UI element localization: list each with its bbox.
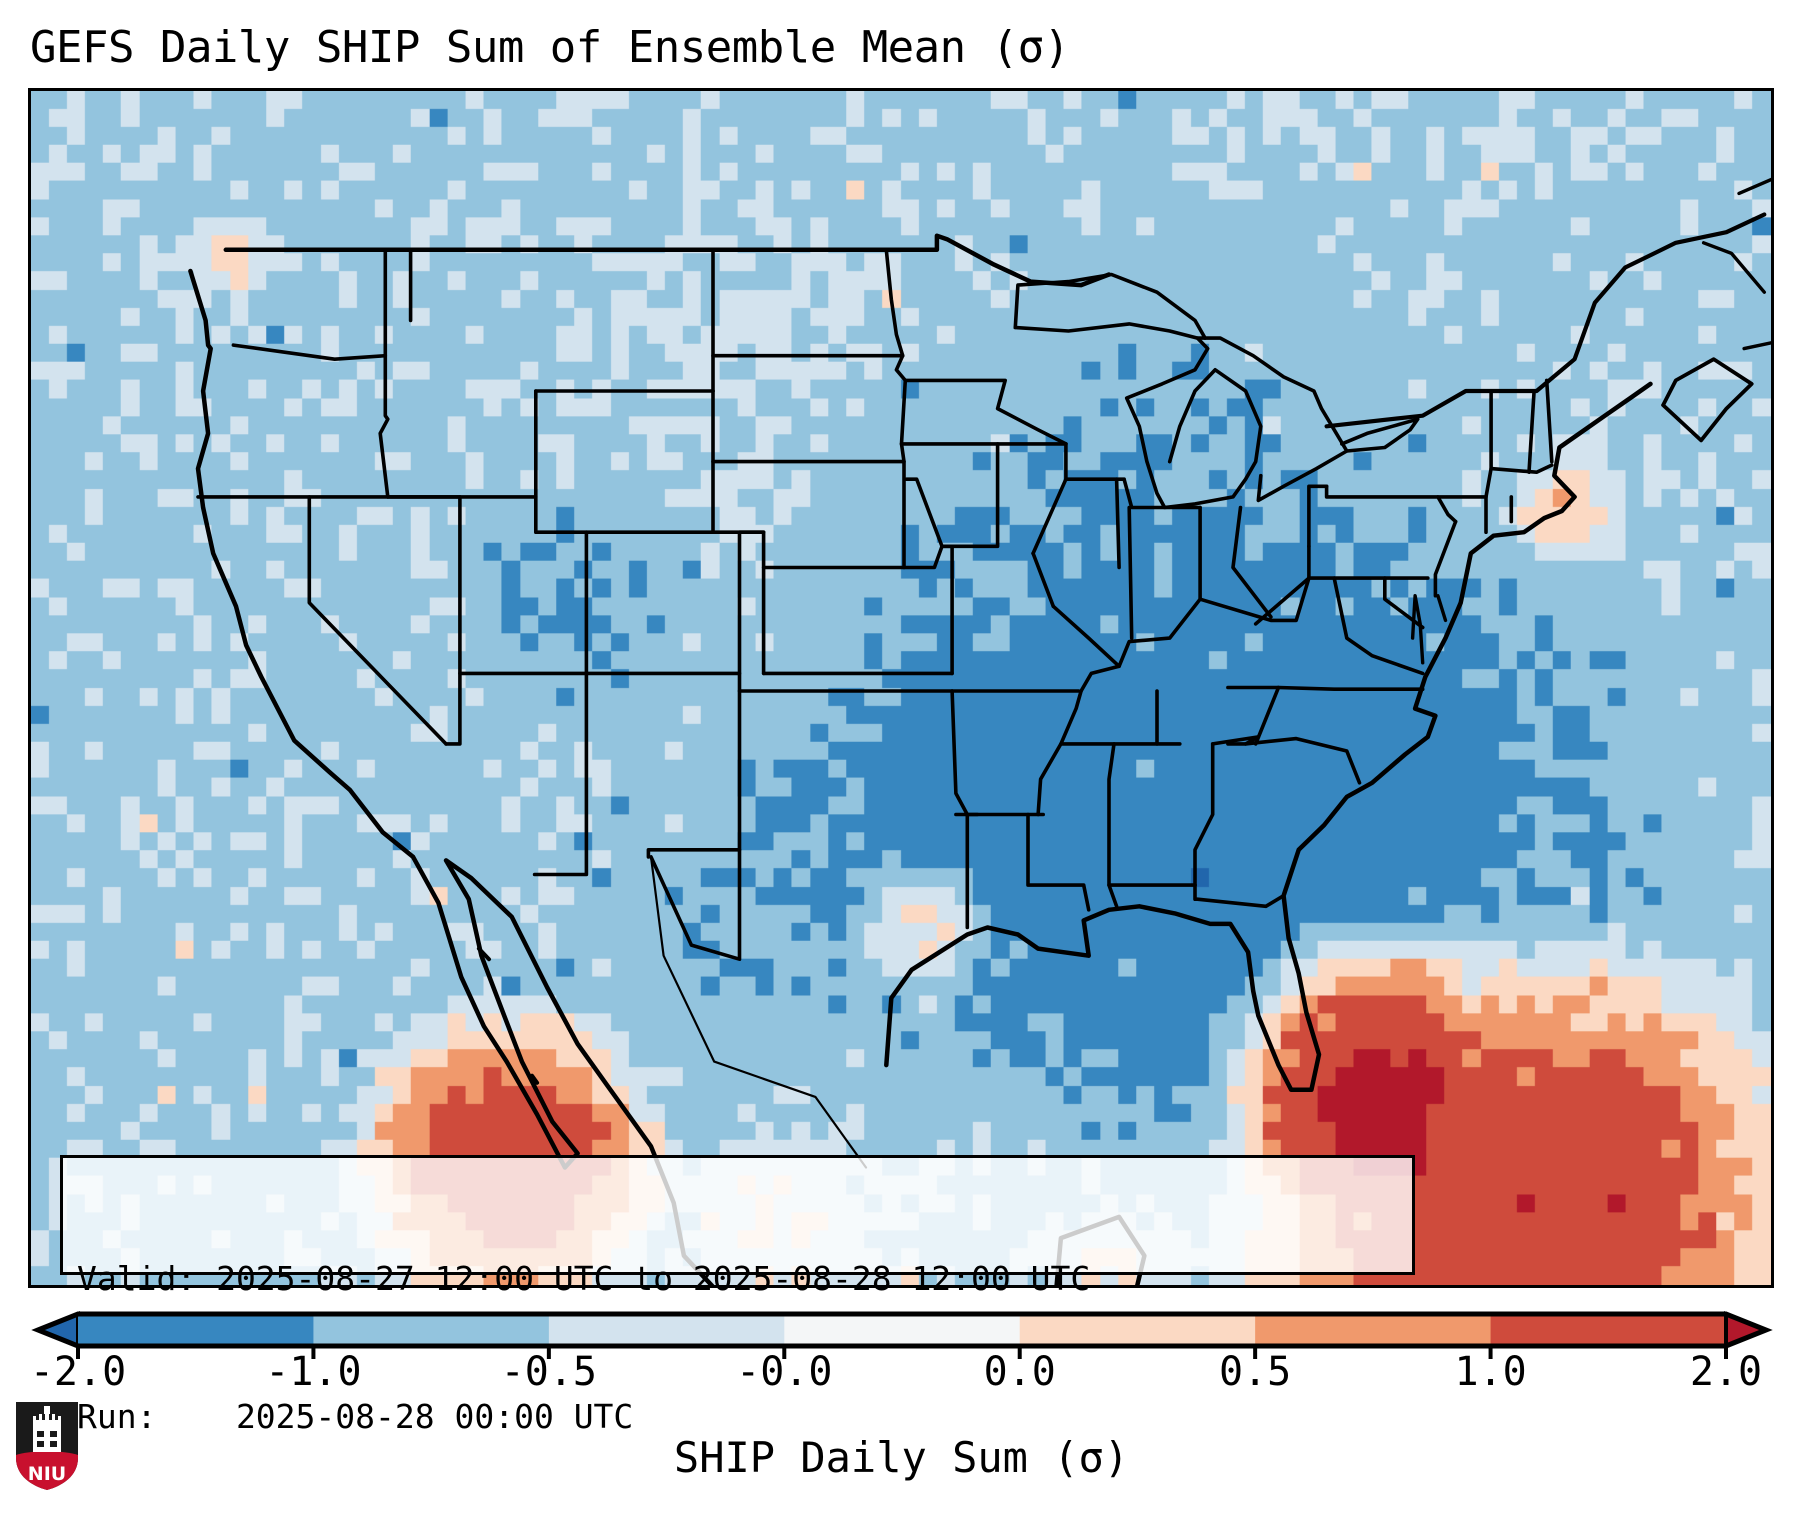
- colorbar: -2.0 -1.0 -0.5 -0.0 0.0 0.5 1.0 2.0: [0, 1300, 1803, 1420]
- map-border-line: [1324, 484, 1458, 524]
- run-time-text: Run: 2025-08-28 00:00 UTC: [77, 1397, 634, 1436]
- map-border-line: [1742, 341, 1771, 351]
- colorbar-axis-label: SHIP Daily Sum (σ): [673, 1433, 1130, 1482]
- map-border-line: [940, 442, 1000, 549]
- colorbar-tick-label: 0.0: [983, 1349, 1056, 1395]
- map-border-line: [1193, 883, 1286, 909]
- map-border-line: [1226, 736, 1362, 785]
- map-border-line: [444, 671, 462, 746]
- map-border-line: [476, 946, 491, 962]
- colorbar-tick-label: -0.5: [500, 1349, 598, 1395]
- map-border-line: [1117, 505, 1202, 669]
- map-border-line: [1107, 742, 1119, 909]
- map-border-line: [1383, 576, 1425, 630]
- colorbar-swatches: [31, 1311, 1773, 1359]
- colorbar-swatch: [1019, 1314, 1256, 1346]
- map-border-line: [1433, 519, 1458, 598]
- map-border-line: [1307, 484, 1329, 549]
- map-border-line: [530, 1073, 540, 1085]
- colorbar-tick-label: -0.0: [736, 1349, 833, 1395]
- map-border-line: [1340, 417, 1420, 453]
- map-border-line: [1489, 463, 1554, 474]
- map-border-line: [940, 544, 954, 676]
- map-border-line: [761, 544, 944, 570]
- colorbar-tick-label: -2.0: [29, 1349, 127, 1395]
- map-border-line: [1195, 336, 1349, 503]
- colorbar-tick-labels: -2.0 -1.0 -0.5 -0.0 0.0 0.5 1.0 2.0: [0, 1348, 1803, 1398]
- map-border-line: [1051, 604, 1121, 693]
- map-border-line: [1127, 505, 1134, 640]
- map-border-line: [1231, 505, 1273, 619]
- map-border-line: [231, 343, 388, 361]
- map-geography-overlay: [188, 177, 1771, 1285]
- map-border-line: [1031, 477, 1126, 556]
- map-border-line: [1036, 689, 1083, 817]
- map-border-line: [1324, 212, 1767, 429]
- colorbar-swatch: [313, 1314, 550, 1346]
- colorbar-tick-label: -1.0: [265, 1349, 362, 1395]
- map-border-line: [378, 248, 390, 499]
- map-border-line: [1013, 272, 1207, 340]
- colorbar-swatch: [1490, 1314, 1727, 1346]
- map-border-line: [904, 477, 944, 549]
- colorbar-tick-label: 1.0: [1454, 1349, 1527, 1395]
- ship-anomaly-heatmap: [31, 91, 1771, 1285]
- colorbar-swatch: [784, 1314, 1021, 1346]
- map-border-line: [711, 353, 908, 464]
- map-border-line: [1013, 322, 1263, 510]
- map-border-line: [1122, 477, 1202, 510]
- map-border-line: [188, 268, 715, 1285]
- colorbar-tick-label: 2.0: [1689, 1349, 1763, 1395]
- map-border-line: [1527, 389, 1536, 474]
- map-border-line: [1661, 357, 1754, 443]
- map-border-line: [584, 671, 742, 859]
- map-border-line: [884, 381, 1653, 1093]
- map-border-line: [1114, 477, 1121, 570]
- niu-logo-text: NIU: [28, 1463, 66, 1485]
- map-border-line: [458, 389, 589, 676]
- map-border-line: [1193, 742, 1215, 887]
- page-title: GEFS Daily SHIP Sum of Ensemble Mean (σ): [30, 22, 1070, 73]
- map-border-line: [1026, 812, 1091, 912]
- map-panel: [28, 88, 1774, 1288]
- map-border-line: [737, 530, 766, 676]
- map-border-line: [307, 495, 448, 746]
- map-border-line: [903, 378, 1068, 446]
- map-border-line: [532, 671, 589, 877]
- valid-time-text: Valid: 2025-08-27 12:00 UTC to 2025-08-2…: [77, 1259, 1091, 1298]
- map-border-line: [1436, 389, 1493, 499]
- colorbar-swatch: [78, 1314, 315, 1346]
- map-border-line: [1253, 576, 1311, 626]
- map-border-line: [649, 855, 868, 1169]
- map-border-line: [1436, 594, 1448, 623]
- map-border-line: [950, 689, 1045, 817]
- map-border-line: [1544, 378, 1554, 464]
- map-border-line: [1253, 685, 1281, 746]
- map-border-line: [1031, 551, 1056, 609]
- colorbar-swatch: [548, 1314, 785, 1346]
- map-border-line: [649, 848, 742, 961]
- map-border-line: [1198, 544, 1311, 623]
- valid-run-infobox: Valid: 2025-08-27 12:00 UTC to 2025-08-2…: [60, 1155, 1415, 1436]
- map-border-line: [1332, 576, 1425, 676]
- niu-logo: NIU: [16, 1402, 78, 1490]
- colorbar-tick-label: 0.5: [1219, 1349, 1292, 1395]
- colorbar-swatch: [1255, 1314, 1492, 1346]
- map-border-line: [1701, 241, 1766, 294]
- map-border-line: [223, 233, 1112, 288]
- map-border-line: [1737, 177, 1771, 196]
- map-border-line: [1226, 685, 1425, 691]
- map-border-line: [1410, 594, 1425, 665]
- map-border-line: [711, 248, 905, 358]
